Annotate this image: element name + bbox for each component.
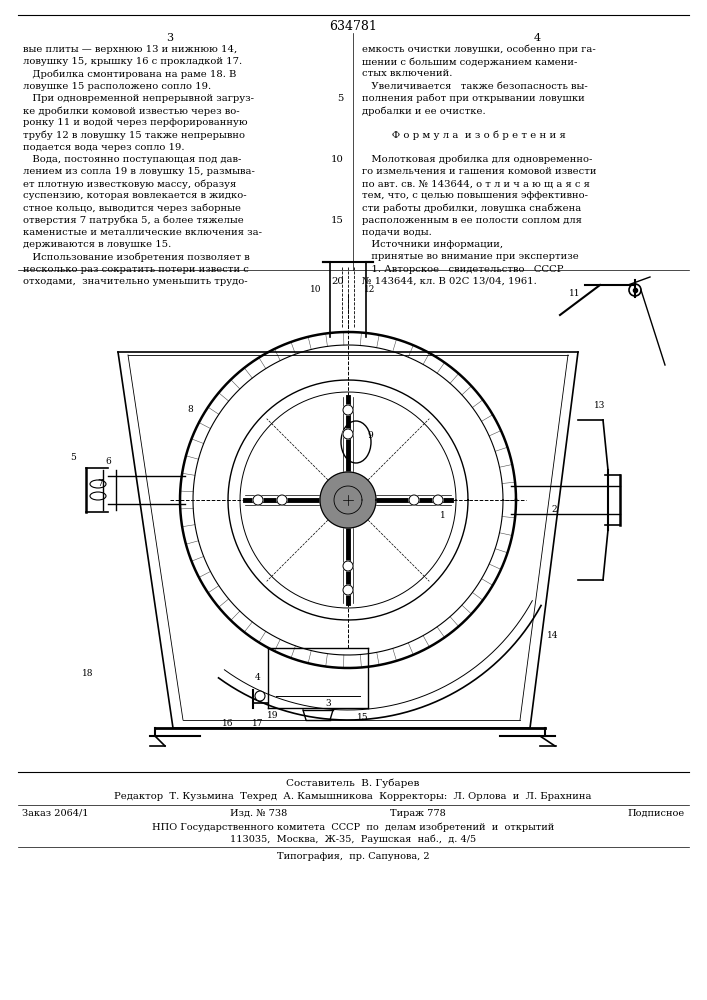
Circle shape	[253, 495, 263, 505]
Circle shape	[343, 405, 353, 415]
Text: Молотковая дробилка для одновременно-: Молотковая дробилка для одновременно-	[362, 155, 592, 164]
Text: 2: 2	[551, 506, 557, 514]
Text: держиваются в ловушке 15.: держиваются в ловушке 15.	[23, 240, 171, 249]
Text: ет плотную известковую массу, образуя: ет плотную известковую массу, образуя	[23, 179, 236, 189]
Circle shape	[343, 561, 353, 571]
Text: несколько раз сократить потери извести с: несколько раз сократить потери извести с	[23, 265, 249, 274]
Text: вые плиты — верхнюю 13 и нижнюю 14,: вые плиты — верхнюю 13 и нижнюю 14,	[23, 45, 238, 54]
Circle shape	[343, 585, 353, 595]
Text: ке дробилки комовой известью через во-: ке дробилки комовой известью через во-	[23, 106, 240, 115]
Text: 15: 15	[331, 216, 344, 225]
Text: Подписное: Подписное	[628, 809, 685, 818]
Text: полнения работ при открывании ловушки: полнения работ при открывании ловушки	[362, 94, 585, 103]
Text: Изд. № 738: Изд. № 738	[230, 809, 287, 818]
Text: ловушку 15, крышку 16 с прокладкой 17.: ловушку 15, крышку 16 с прокладкой 17.	[23, 57, 242, 66]
Text: трубу 12 в ловушку 15 также непрерывно: трубу 12 в ловушку 15 также непрерывно	[23, 130, 245, 140]
Text: Типография,  пр. Сапунова, 2: Типография, пр. Сапунова, 2	[276, 852, 429, 861]
Text: 13: 13	[595, 400, 606, 410]
Text: Редактор  Т. Кузьмина  Техред  А. Камышникова  Корректоры:  Л. Орлова  и  Л. Бра: Редактор Т. Кузьмина Техред А. Камышнико…	[115, 792, 592, 801]
Text: 10: 10	[331, 155, 344, 164]
Text: емкость очистки ловушки, особенно при га-: емкость очистки ловушки, особенно при га…	[362, 45, 596, 54]
Circle shape	[343, 429, 353, 439]
Text: стное кольцо, выводится через заборные: стное кольцо, выводится через заборные	[23, 204, 241, 213]
Text: 4: 4	[255, 674, 261, 682]
Text: по авт. св. № 143644, о т л и ч а ю щ а я с я: по авт. св. № 143644, о т л и ч а ю щ а …	[362, 179, 590, 188]
Text: 15: 15	[357, 714, 369, 722]
Text: стых включений.: стых включений.	[362, 69, 452, 78]
Text: Ф о р м у л а  и з о б р е т е н и я: Ф о р м у л а и з о б р е т е н и я	[382, 130, 566, 140]
Text: 634781: 634781	[329, 20, 377, 33]
Circle shape	[277, 495, 287, 505]
Text: расположенным в ее полости соплом для: расположенным в ее полости соплом для	[362, 216, 582, 225]
Text: 8: 8	[187, 406, 193, 414]
Text: отверстия 7 патрубка 5, а более тяжелые: отверстия 7 патрубка 5, а более тяжелые	[23, 216, 244, 225]
Text: Вода, постоянно поступающая под дав-: Вода, постоянно поступающая под дав-	[23, 155, 241, 164]
Text: дробалки и ее очистке.: дробалки и ее очистке.	[362, 106, 486, 115]
Text: ронку 11 и водой через перфорированную: ронку 11 и водой через перфорированную	[23, 118, 247, 127]
Text: 6: 6	[105, 458, 111, 466]
Text: 16: 16	[222, 718, 234, 728]
Text: 3: 3	[166, 33, 173, 43]
Circle shape	[255, 691, 265, 701]
Text: подачи воды.: подачи воды.	[362, 228, 432, 237]
Text: 5: 5	[70, 454, 76, 462]
Text: 9: 9	[367, 432, 373, 440]
Text: Составитель  В. Губарев: Составитель В. Губарев	[286, 778, 420, 788]
Circle shape	[433, 495, 443, 505]
Text: подается вода через сопло 19.: подается вода через сопло 19.	[23, 143, 185, 152]
Text: сти работы дробилки, ловушка снабжена: сти работы дробилки, ловушка снабжена	[362, 204, 581, 213]
Text: 3: 3	[325, 698, 331, 708]
Text: го измельчения и гашения комовой извести: го измельчения и гашения комовой извести	[362, 167, 597, 176]
Text: При одновременной непрерывной загруз-: При одновременной непрерывной загруз-	[23, 94, 254, 103]
Text: 10: 10	[310, 286, 322, 294]
Text: 113035,  Москва,  Ж-35,  Раушская  наб.,  д. 4/5: 113035, Москва, Ж-35, Раушская наб., д. …	[230, 835, 476, 844]
Text: Увеличивается   также безопасность вы-: Увеличивается также безопасность вы-	[362, 82, 588, 91]
Text: Использование изобретения позволяет в: Использование изобретения позволяет в	[23, 252, 250, 262]
Text: 7: 7	[97, 480, 103, 488]
Text: лением из сопла 19 в ловушку 15, размыва-: лением из сопла 19 в ловушку 15, размыва…	[23, 167, 255, 176]
Text: отходами,  значительно уменьшить трудо-: отходами, значительно уменьшить трудо-	[23, 277, 247, 286]
Text: 11: 11	[569, 288, 580, 298]
Text: № 143644, кл. В 02С 13/04, 1961.: № 143644, кл. В 02С 13/04, 1961.	[362, 277, 537, 286]
Text: Дробилка смонтирована на раме 18. В: Дробилка смонтирована на раме 18. В	[23, 69, 236, 79]
Text: тем, что, с целью повышения эффективно-: тем, что, с целью повышения эффективно-	[362, 191, 588, 200]
Polygon shape	[320, 472, 376, 528]
Text: 19: 19	[267, 712, 279, 720]
Text: Заказ 2064/1: Заказ 2064/1	[22, 809, 88, 818]
Text: суспензию, которая вовлекается в жидко-: суспензию, которая вовлекается в жидко-	[23, 191, 247, 200]
Text: ловушке 15 расположено сопло 19.: ловушке 15 расположено сопло 19.	[23, 82, 211, 91]
Text: 20: 20	[332, 277, 344, 286]
Text: Источники информации,: Источники информации,	[362, 240, 503, 249]
Text: 12: 12	[364, 286, 375, 294]
Text: шении с большим содержанием камени-: шении с большим содержанием камени-	[362, 57, 578, 67]
Text: Тираж 778: Тираж 778	[390, 809, 445, 818]
Circle shape	[409, 495, 419, 505]
Text: 14: 14	[547, 631, 559, 640]
Text: каменистые и металлические включения за-: каменистые и металлические включения за-	[23, 228, 262, 237]
Text: 1. Авторское   свидетельство   СССР: 1. Авторское свидетельство СССР	[362, 265, 563, 274]
Text: 4: 4	[534, 33, 541, 43]
Text: 5: 5	[338, 94, 344, 103]
Text: принятые во внимание при экспертизе: принятые во внимание при экспертизе	[362, 252, 579, 261]
Text: 18: 18	[82, 668, 94, 678]
Text: 17: 17	[252, 718, 264, 728]
Text: 1: 1	[440, 510, 446, 520]
Text: НПО Государственного комитета  СССР  по  делам изобретений  и  открытий: НПО Государственного комитета СССР по де…	[152, 822, 554, 832]
